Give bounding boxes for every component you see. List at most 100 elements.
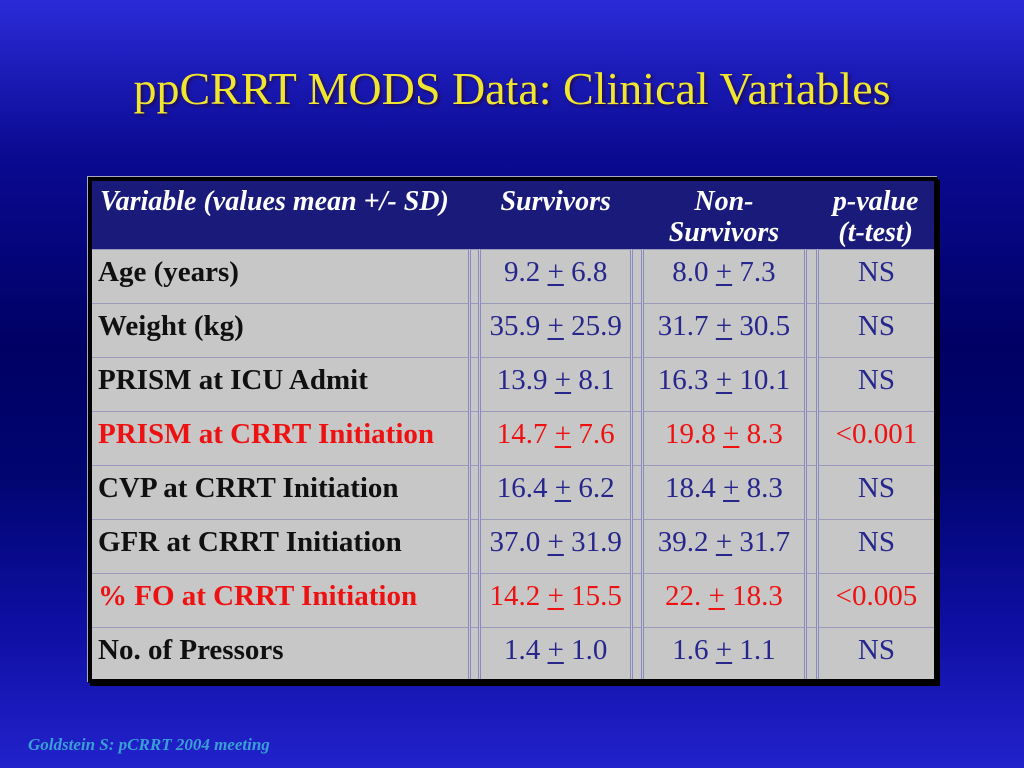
plus-minus-sign: + [547,525,564,558]
header-survivors: Survivors [479,179,632,250]
plus-minus-sign: + [723,417,740,450]
sd-value: 6.8 [571,255,608,288]
column-spacer [468,572,482,628]
table-row-pressors: No. of Pressors 1.4 + 1.0 1.6 + 1.1 NS [90,626,936,682]
sd-value: 7.6 [578,417,615,450]
plus-minus-sign: + [723,471,740,504]
mean-value: 14.7 [496,417,548,450]
column-spacer [803,464,819,520]
column-spacer [468,410,482,466]
survivors-cell: 13.9 + 8.1 [479,356,632,412]
plus-minus-sign: + [554,471,572,504]
sd-value: 10.1 [739,363,791,396]
mean-value: 1.4 [504,633,541,666]
footer-credit: Goldstein S: pCRRT 2004 meeting [28,735,270,754]
header-non-survivors-line1: Non- [694,186,754,217]
non-survivors-cell: 18.4 + 8.3 [642,464,806,520]
column-spacer [630,572,645,628]
pvalue-cell: NS [817,248,936,304]
column-spacer [803,248,819,304]
pvalue-cell: <0.001 [817,410,936,466]
plus-minus-sign: + [715,363,733,396]
column-spacer [468,464,482,520]
column-spacer [803,410,819,466]
column-spacer [803,626,819,682]
variable-cell: Age (years) [90,248,470,304]
mean-value: 35.9 [489,309,541,342]
column-spacer [468,626,482,682]
table-row-age: Age (years) 9.2 + 6.8 8.0 + 7.3 NS [90,248,936,304]
variable-cell: Weight (kg) [90,302,470,358]
column-spacer [630,302,645,358]
column-spacer [803,356,819,412]
sd-value: 8.3 [746,471,783,504]
column-spacer [469,179,480,250]
column-spacer [468,248,482,304]
survivors-cell: 16.4 + 6.2 [479,464,632,520]
mean-value: 9.2 [504,255,541,288]
header-pvalue: p-value (t-test) [817,179,936,250]
variable-cell: % FO at CRRT Initiation [90,572,470,628]
plus-minus-sign: + [708,579,725,612]
survivors-cell: 9.2 + 6.8 [479,248,632,304]
header-non-survivors-line2: Survivors [668,217,780,249]
header-row: Variable (values mean +/- SD) Survivors … [90,179,936,250]
header-variable: Variable (values mean +/- SD) [90,179,470,250]
survivors-cell: 14.2 + 15.5 [479,572,632,628]
slide-title: ppCRRT MODS Data: Clinical Variables [133,63,891,114]
non-survivors-cell: 39.2 + 31.7 [642,518,806,574]
plus-minus-sign: + [715,633,733,666]
header-pvalue-line2: (t-test) [838,217,914,249]
column-spacer [631,179,643,250]
clinical-variables-table: Variable (values mean +/- SD) Survivors … [88,177,938,684]
mean-value: 19.8 [665,417,716,450]
survivors-cell: 14.7 + 7.6 [479,410,632,466]
pvalue-cell: <0.005 [817,572,936,628]
mean-value: 18.4 [665,471,716,504]
plus-minus-sign: + [715,309,733,342]
sd-value: 1.0 [571,633,608,666]
non-survivors-cell: 8.0 + 7.3 [642,248,806,304]
plus-minus-sign: + [547,255,564,288]
table-row-gfr: GFR at CRRT Initiation 37.0 + 31.9 39.2 … [90,518,936,574]
column-spacer [468,518,482,574]
plus-minus-sign: + [554,363,572,396]
column-spacer [630,356,645,412]
column-spacer [805,179,818,250]
sd-value: 31.7 [739,525,791,558]
variable-cell: No. of Pressors [90,626,470,682]
survivors-cell: 1.4 + 1.0 [479,626,632,682]
column-spacer [630,464,645,520]
plus-minus-sign: + [547,309,564,342]
non-survivors-cell: 16.3 + 10.1 [642,356,806,412]
variable-cell: PRISM at ICU Admit [90,356,470,412]
mean-value: 39.2 [657,525,709,558]
variable-cell: CVP at CRRT Initiation [90,464,470,520]
table-row-cvp: CVP at CRRT Initiation 16.4 + 6.2 18.4 +… [90,464,936,520]
mean-value: 13.9 [496,363,548,396]
column-spacer [803,302,819,358]
table-row-prism-crrt: PRISM at CRRT Initiation 14.7 + 7.6 19.8… [90,410,936,466]
plus-minus-sign: + [547,579,564,612]
mean-value: 31.7 [657,309,709,342]
non-survivors-cell: 1.6 + 1.1 [642,626,806,682]
header-pvalue-line1: p-value [832,186,919,217]
sd-value: 8.3 [746,417,783,450]
sd-value: 1.1 [739,633,776,666]
non-survivors-cell: 31.7 + 30.5 [642,302,806,358]
sd-value: 15.5 [571,579,622,612]
sd-value: 31.9 [571,525,622,558]
pvalue-cell: NS [817,464,936,520]
column-spacer [630,410,645,466]
variable-cell: GFR at CRRT Initiation [90,518,470,574]
column-spacer [803,572,819,628]
plus-minus-sign: + [547,633,564,666]
survivors-cell: 35.9 + 25.9 [479,302,632,358]
sd-value: 7.3 [739,255,776,288]
sd-value: 18.3 [732,579,783,612]
pvalue-cell: NS [817,302,936,358]
mean-value: 16.3 [657,363,709,396]
plus-minus-sign: + [715,255,733,288]
column-spacer [630,626,645,682]
